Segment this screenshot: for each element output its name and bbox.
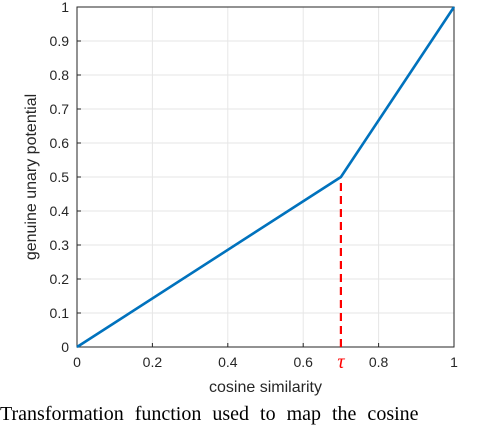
y-tick-label: 0.7 xyxy=(50,101,70,117)
y-tick-label: 1 xyxy=(61,0,69,15)
x-tick-label: 0.6 xyxy=(293,354,313,370)
y-tick-label: 0.1 xyxy=(50,305,70,321)
x-tick-label: 0 xyxy=(73,354,81,370)
x-tick-label: 1 xyxy=(450,354,458,370)
figure-caption: Transformation function used to map the … xyxy=(0,403,419,425)
axis-ticks: 0 0.2 0.4 0.6 0.8 1 0 0.1 0.2 0.3 0.4 0.5 0.6 0.7 0.8 0… xyxy=(50,0,459,370)
y-tick-label: 0.3 xyxy=(50,237,70,253)
y-tick-label: 0.2 xyxy=(50,271,70,287)
x-tick-label: 0.2 xyxy=(143,354,163,370)
series-layer xyxy=(76,6,456,349)
series-line xyxy=(76,6,456,349)
x-tick-label: 0.4 xyxy=(218,354,238,370)
grid-lines xyxy=(76,6,455,348)
y-tick-label: 0 xyxy=(61,339,69,355)
y-tick-label: 0.9 xyxy=(50,33,70,49)
line-chart: 0 0.2 0.4 0.6 0.8 1 0 0.1 0.2 0.3 0.4 0.5 0.6 0.7 0.8 0… xyxy=(23,0,459,396)
y-tick-label: 0.4 xyxy=(50,203,70,219)
tau-label: τ xyxy=(337,351,345,373)
annotations: τ xyxy=(337,177,345,373)
y-tick-label: 0.8 xyxy=(50,67,70,83)
y-tick-label: 0.5 xyxy=(50,169,70,185)
x-axis-label: cosine similarity xyxy=(209,379,322,396)
x-tick-label: 0.8 xyxy=(369,354,389,370)
y-axis-label: genuine unary potential xyxy=(23,94,40,260)
y-tick-label: 0.6 xyxy=(50,135,70,151)
